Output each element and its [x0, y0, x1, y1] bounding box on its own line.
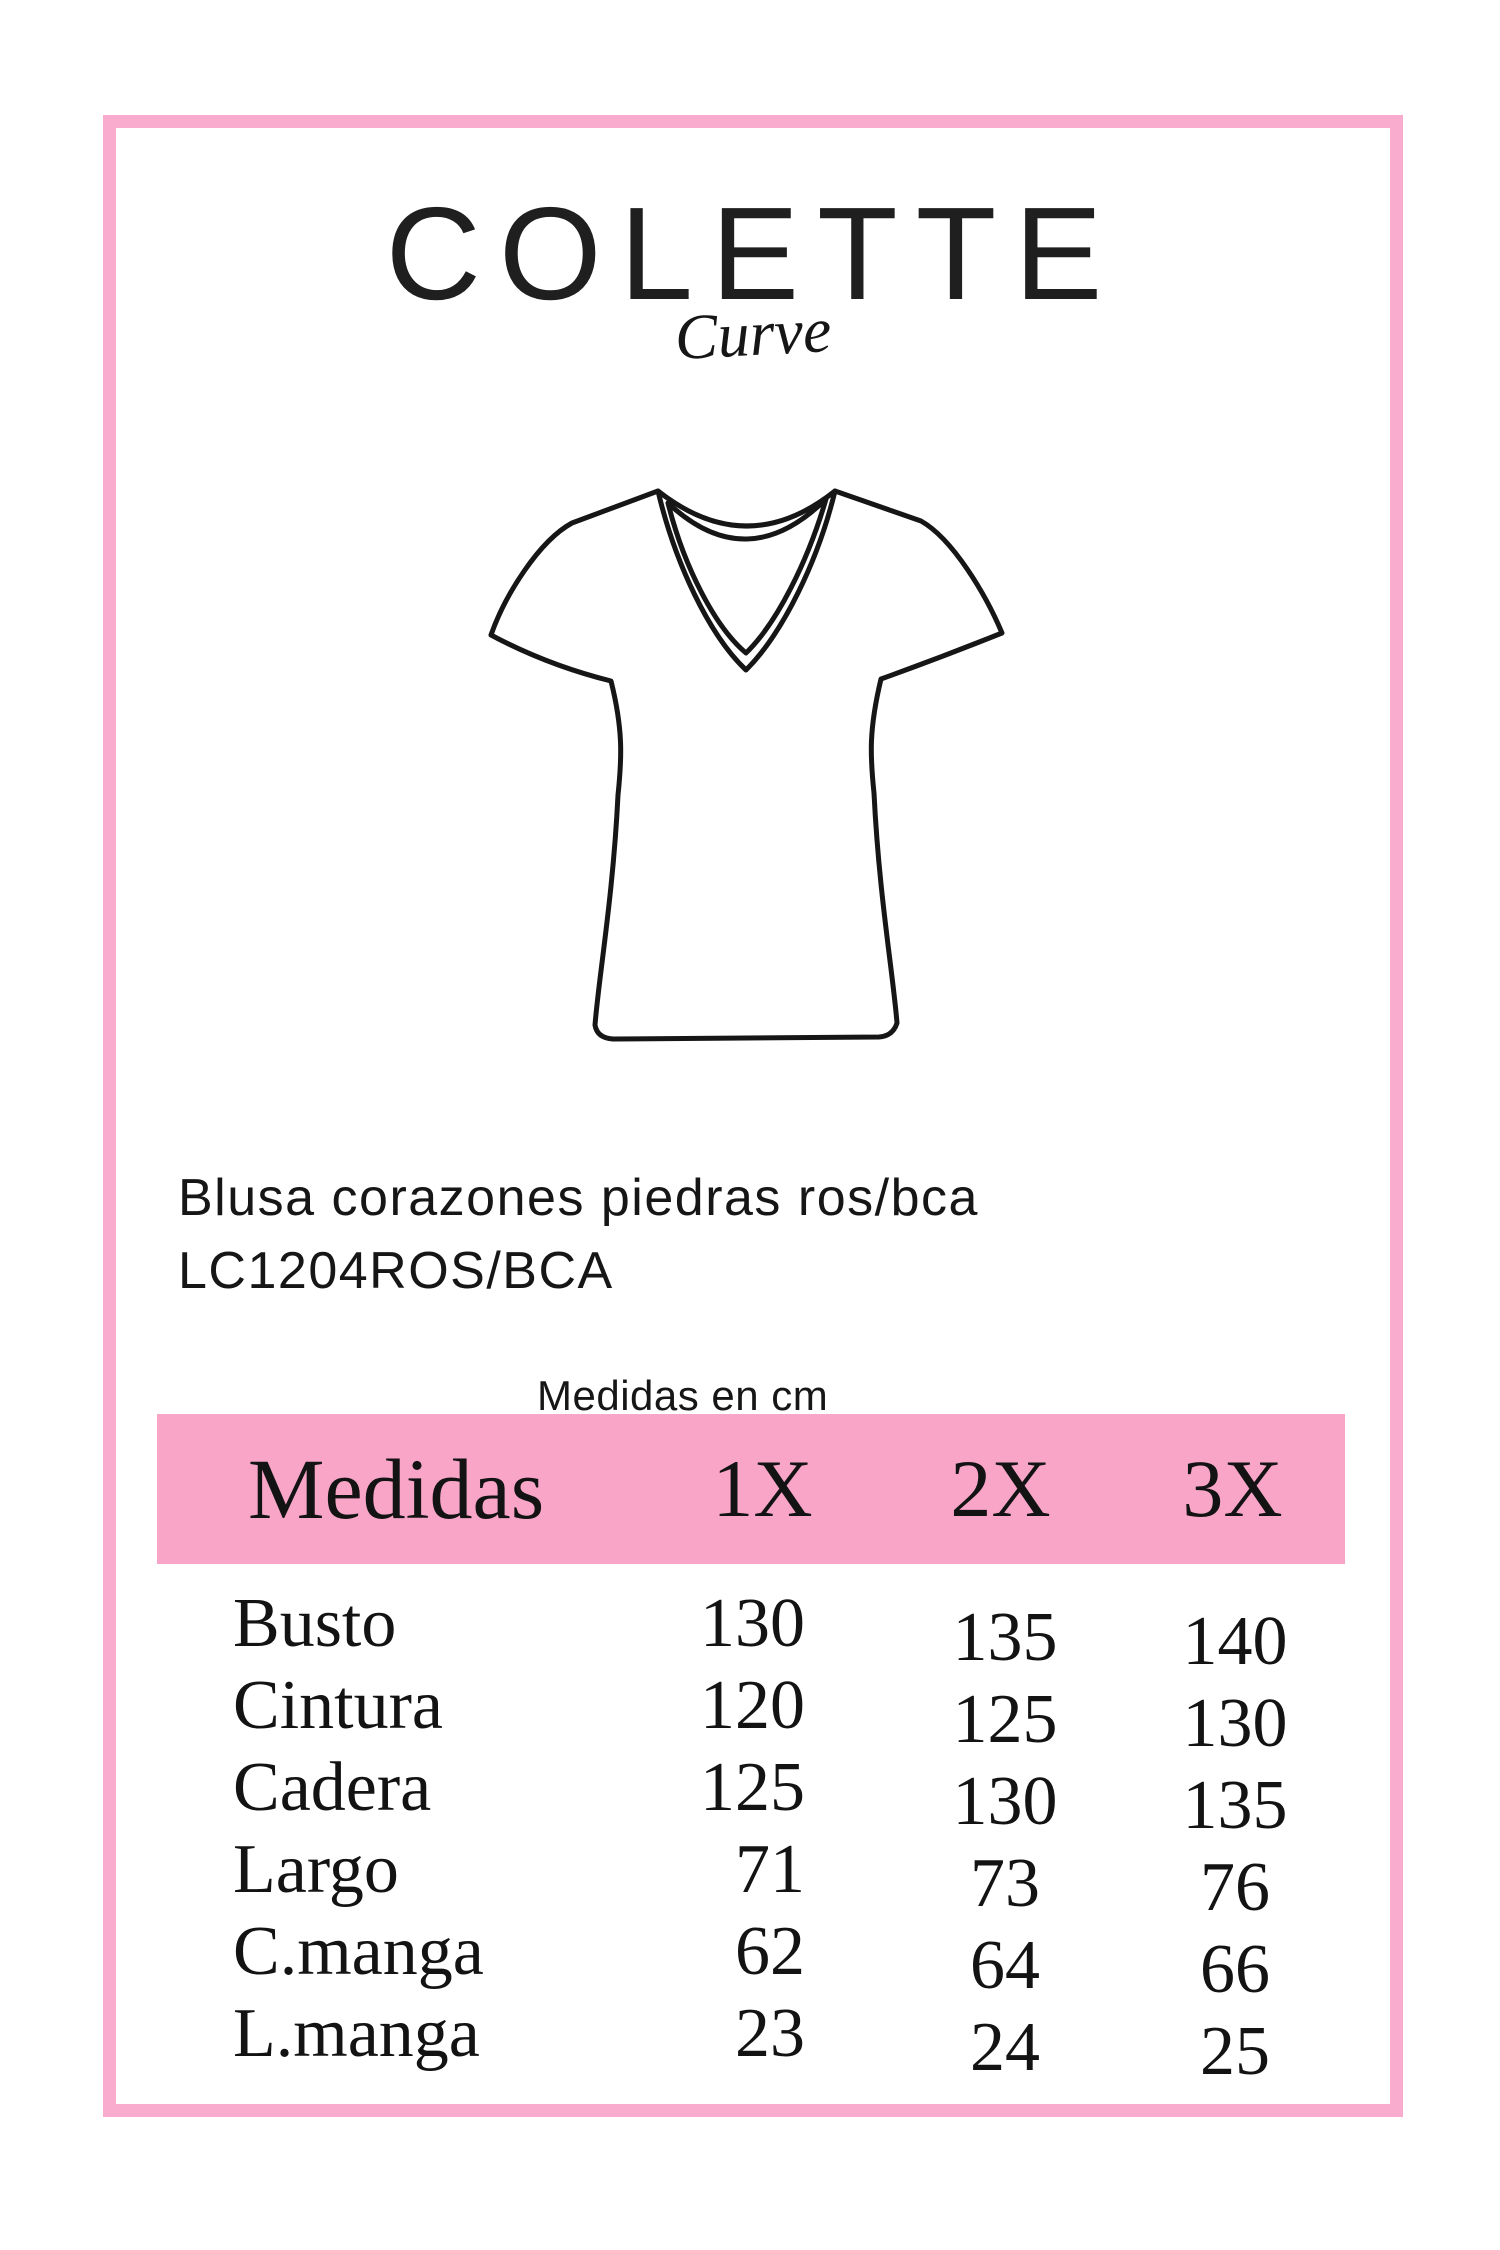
measure-value-3x: 130: [1182, 1685, 1288, 1762]
size-row: L.manga 23 24 25: [0, 1993, 1500, 2090]
brand-logo: COLETTE: [385, 180, 1121, 327]
size-column-header-2x: 2X: [950, 1443, 1051, 1534]
table-header-band: [157, 1414, 1345, 1564]
measure-value-3x: 66: [1200, 1931, 1270, 2008]
measure-value-1x: 23: [735, 1995, 805, 2072]
measure-label: C.manga: [233, 1913, 484, 1990]
measure-value-2x: 135: [952, 1599, 1058, 1676]
size-column-header-1x: 1X: [712, 1443, 813, 1534]
measure-label: Busto: [233, 1585, 397, 1662]
measure-value-3x: 140: [1182, 1603, 1288, 1680]
measure-value-1x: 120: [700, 1667, 805, 1744]
product-code: LC1204ROS/BCA: [178, 1242, 614, 1300]
measure-value-2x: 24: [970, 2009, 1040, 2086]
measure-value-1x: 125: [700, 1749, 805, 1826]
measure-value-1x: 62: [735, 1913, 805, 1990]
measure-label: Cadera: [233, 1749, 432, 1826]
measure-value-1x: 71: [735, 1831, 805, 1908]
measure-value-3x: 25: [1200, 2013, 1270, 2090]
measure-label: Largo: [233, 1831, 399, 1908]
measure-label: Cintura: [233, 1667, 443, 1744]
size-row: Cadera 125 130 135: [0, 1747, 1500, 1844]
units-note: Medidas en cm: [537, 1372, 829, 1419]
measure-value-3x: 76: [1200, 1849, 1270, 1926]
size-row: Cintura 120 125 130: [0, 1665, 1500, 1762]
measure-value-1x: 130: [700, 1585, 805, 1662]
measure-value-2x: 73: [970, 1845, 1040, 1922]
measure-value-2x: 130: [952, 1763, 1058, 1840]
measure-value-3x: 135: [1182, 1767, 1288, 1844]
tshirt-body-outline: [488, 488, 1005, 1042]
tshirt-collar-inner-v: [665, 496, 829, 656]
size-column-header-3x: 3X: [1182, 1443, 1283, 1534]
measure-label: L.manga: [233, 1995, 480, 2072]
size-row: Largo 71 73 76: [0, 1829, 1500, 1926]
tshirt-collar-back-seam: [665, 496, 829, 542]
size-row: Busto 130 135 140: [0, 1583, 1500, 1680]
product-name: Blusa corazones piedras ros/bca: [178, 1169, 979, 1227]
measure-value-2x: 64: [970, 1927, 1040, 2004]
size-rows: Busto 130 135 140 Cintura 120 125 130 Ca…: [0, 1583, 1500, 2090]
product-info: Blusa corazones piedras ros/bca LC1204RO…: [178, 1162, 1278, 1308]
size-row: C.manga 62 64 66: [0, 1911, 1500, 2008]
measure-value-2x: 125: [952, 1681, 1058, 1758]
tshirt-illustration: [488, 488, 1005, 1042]
tshirt-collar-outer-v: [655, 488, 838, 673]
pink-border-frame: [103, 115, 1403, 2117]
table-header-measures-label: Medidas: [248, 1441, 545, 1537]
